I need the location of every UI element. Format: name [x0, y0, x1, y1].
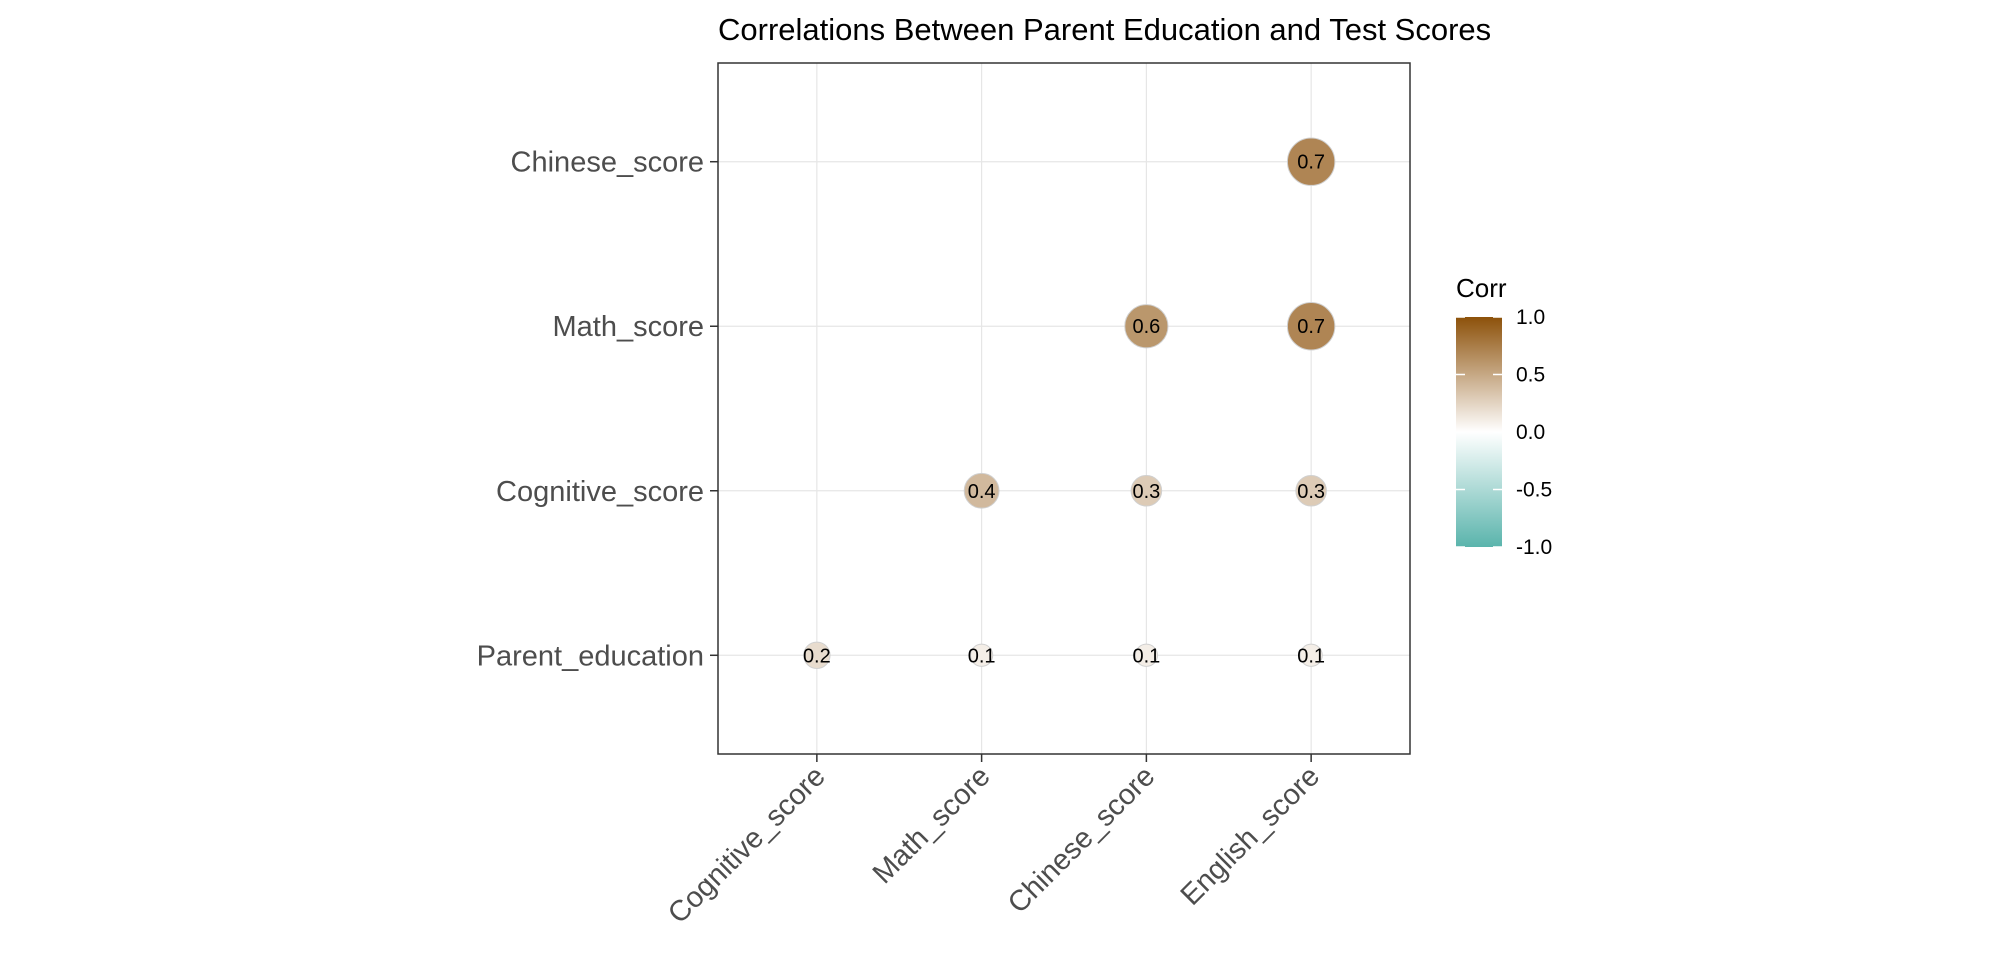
legend-tick-label: -0.5 [1516, 479, 1552, 502]
correlation-cell: 0.3 [1295, 474, 1327, 507]
y-tick-label: Chinese_score [511, 147, 704, 179]
correlation-cell: 0.1 [968, 643, 996, 667]
y-tick-label: Parent_education [477, 640, 704, 672]
correlation-value-label: 0.1 [968, 645, 996, 667]
correlation-bubble [1134, 643, 1158, 667]
y-tick-label: Cognitive_score [496, 476, 704, 508]
correlation-value-label: 0.7 [1297, 152, 1325, 174]
y-tick-label: Math_score [552, 311, 704, 343]
correlation-bubble [963, 472, 1000, 509]
x-tick-label: English_score [1175, 760, 1326, 911]
correlation-value-label: 0.2 [803, 645, 831, 667]
legend-tick-label: 0.0 [1516, 421, 1545, 444]
correlation-cell: 0.3 [1130, 474, 1163, 507]
x-tick-label: Math_score [867, 760, 997, 890]
x-axis: Cognitive_score Math_score Chinese_score En… [662, 754, 1326, 930]
correlation-cell: 0.6 [1124, 304, 1169, 349]
correlation-bubble [970, 643, 994, 667]
correlation-value-label: 0.3 [1297, 481, 1325, 503]
correlation-cell: 0.4 [963, 472, 1000, 509]
correlation-value-label: 0.1 [1297, 645, 1325, 667]
legend: Corr 1.0 0.5 0.0 -0.5 -1.0 [1456, 273, 1552, 559]
correlation-cells: 0.2 0.1 0.1 0.1 0.4 0.3 0.3 0.6 0.7 0.7 [803, 137, 1336, 669]
plot-border [717, 62, 1411, 755]
correlation-bubble [1286, 137, 1336, 186]
correlation-value-label: 0.7 [1297, 316, 1325, 338]
correlation-value-label: 0.1 [1132, 645, 1160, 667]
correlation-value-label: 0.6 [1132, 316, 1160, 338]
correlation-cell: 0.7 [1286, 302, 1336, 351]
correlation-value-label: 0.4 [968, 481, 996, 503]
x-tick-label: Chinese_score [1002, 760, 1161, 919]
chart-title: Correlations Between Parent Education an… [718, 12, 1491, 47]
legend-tick-label: 0.5 [1516, 364, 1545, 387]
correlation-bubble [1295, 474, 1327, 507]
correlation-bubble [1286, 302, 1336, 351]
correlation-cell: 0.2 [803, 641, 831, 669]
correlation-bubble [1124, 304, 1169, 349]
correlation-bubble [1130, 474, 1163, 507]
legend-title: Corr [1456, 273, 1507, 303]
correlation-value-label: 0.3 [1132, 481, 1160, 503]
y-axis: Parent_education Cognitive_score Math_scor… [477, 147, 718, 672]
correlation-cell: 0.7 [1286, 137, 1336, 186]
legend-tick-label: -1.0 [1516, 536, 1552, 559]
correlation-bubble [1299, 643, 1323, 667]
legend-tick-label: 1.0 [1516, 306, 1545, 329]
x-tick-label: Cognitive_score [662, 760, 832, 930]
correlation-bubble [803, 641, 831, 669]
correlation-cell: 0.1 [1132, 643, 1160, 667]
correlation-cell: 0.1 [1297, 643, 1325, 667]
